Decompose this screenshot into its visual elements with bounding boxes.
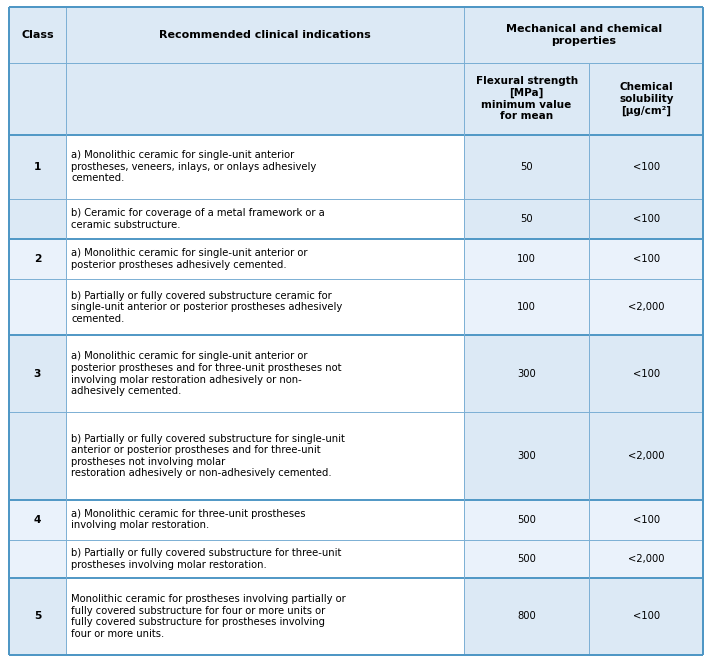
Text: 50: 50 [520,162,533,172]
Bar [590,412,703,500]
Text: 3: 3 [33,369,41,379]
Bar [590,135,703,199]
Text: <2,000: <2,000 [628,554,665,564]
Text: 5: 5 [33,611,41,621]
Bar [9,199,66,239]
Bar [66,63,464,135]
Text: a) Monolithic ceramic for single-unit anterior or
posterior prostheses adhesivel: a) Monolithic ceramic for single-unit an… [71,248,308,270]
Bar [9,412,66,500]
Text: b) Partially or fully covered substructure for three-unit
prostheses involving m: b) Partially or fully covered substructu… [71,548,342,570]
Bar [66,412,464,500]
Text: 1: 1 [33,162,41,172]
Text: a) Monolithic ceramic for three-unit prostheses
involving molar restoration.: a) Monolithic ceramic for three-unit pro… [71,509,305,530]
Bar [464,199,590,239]
Text: <2,000: <2,000 [628,302,665,312]
Bar [66,578,464,655]
Bar [66,500,464,540]
Text: Flexural strength
[MPa]
minimum value
for mean: Flexural strength [MPa] minimum value fo… [476,76,577,122]
Bar [590,199,703,239]
Bar [9,63,66,135]
Text: <100: <100 [633,514,660,524]
Bar [590,239,703,279]
Text: <2,000: <2,000 [628,451,665,461]
Bar [590,578,703,655]
Text: 100: 100 [517,254,536,264]
Bar [9,7,66,63]
Text: 300: 300 [517,369,536,379]
Bar [9,540,66,578]
Bar [9,578,66,655]
Bar [590,540,703,578]
Text: <100: <100 [633,214,660,224]
Bar [464,7,703,63]
Bar [464,500,590,540]
Bar [590,500,703,540]
Bar [464,578,590,655]
Bar [464,279,590,335]
Bar [66,540,464,578]
Text: a) Monolithic ceramic for single-unit anterior
prostheses, veneers, inlays, or o: a) Monolithic ceramic for single-unit an… [71,150,316,183]
Text: 500: 500 [517,554,536,564]
Bar [66,239,464,279]
Text: Class: Class [21,30,53,40]
Bar [464,540,590,578]
Text: 500: 500 [517,514,536,524]
Bar [590,279,703,335]
Text: Monolithic ceramic for prostheses involving partially or
fully covered substruct: Monolithic ceramic for prostheses involv… [71,594,346,639]
Text: 50: 50 [520,214,533,224]
Text: Chemical
solubility
[μg/cm²]: Chemical solubility [μg/cm²] [619,82,674,116]
Text: b) Partially or fully covered substructure ceramic for
single-unit anterior or p: b) Partially or fully covered substructu… [71,291,342,324]
Bar [464,239,590,279]
Bar [9,279,66,335]
Text: 4: 4 [33,514,41,524]
Bar [9,239,66,279]
Bar [66,199,464,239]
Text: Mechanical and chemical
properties: Mechanical and chemical properties [506,24,661,45]
Bar [590,335,703,412]
Bar [66,279,464,335]
Text: <100: <100 [633,254,660,264]
Bar [464,335,590,412]
Text: 300: 300 [517,451,536,461]
Text: a) Monolithic ceramic for single-unit anterior or
posterior prostheses and for t: a) Monolithic ceramic for single-unit an… [71,351,342,396]
Bar [590,63,703,135]
Text: Recommended clinical indications: Recommended clinical indications [159,30,371,40]
Bar [464,135,590,199]
Bar [9,135,66,199]
Text: b) Partially or fully covered substructure for single-unit
anterior or posterior: b) Partially or fully covered substructu… [71,434,345,478]
Bar [464,412,590,500]
Text: <100: <100 [633,611,660,621]
Text: <100: <100 [633,162,660,172]
Text: 2: 2 [33,254,41,264]
Text: 100: 100 [517,302,536,312]
Bar [66,335,464,412]
Text: <100: <100 [633,369,660,379]
Bar [66,135,464,199]
Text: 800: 800 [517,611,536,621]
Bar [464,63,590,135]
Bar [9,500,66,540]
Bar [9,335,66,412]
Text: b) Ceramic for coverage of a metal framework or a
ceramic substructure.: b) Ceramic for coverage of a metal frame… [71,208,325,230]
Bar [66,7,464,63]
